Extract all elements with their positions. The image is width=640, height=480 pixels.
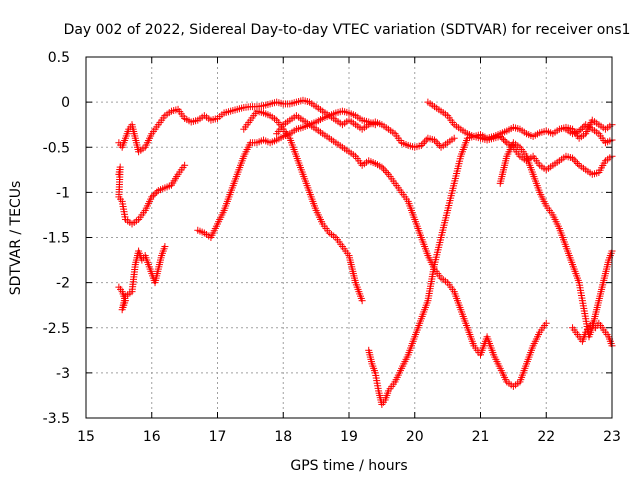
data-point — [573, 159, 581, 167]
data-point — [380, 165, 388, 173]
data-point — [419, 140, 427, 148]
y-tick-label: 0 — [61, 95, 70, 111]
x-tick-label: 15 — [77, 429, 95, 445]
y-tick-label: 0.5 — [48, 50, 70, 66]
x-tick-label: 17 — [209, 429, 227, 445]
y-tick-label: -3 — [56, 366, 70, 382]
y-tick-label: -1 — [56, 185, 70, 201]
x-axis-ticks: 15 16 17 18 19 20 21 22 23 — [77, 57, 621, 445]
series-sat-d — [194, 107, 379, 241]
chart-title: Day 002 of 2022, Sidereal Day-to-day VTE… — [64, 22, 631, 38]
data-point — [381, 167, 389, 175]
y-tick-label: -0.5 — [43, 140, 70, 156]
data-point — [148, 193, 156, 201]
data-point — [498, 134, 506, 142]
series-sat-i — [496, 139, 616, 341]
data-point — [578, 124, 586, 132]
data-point — [153, 188, 161, 196]
y-tick-label: -2.5 — [43, 321, 70, 337]
data-point — [570, 156, 578, 164]
data-point — [417, 141, 425, 149]
data-point — [575, 127, 583, 135]
data-point — [496, 132, 504, 140]
series-sat-c — [115, 243, 169, 314]
x-tick-label: 20 — [406, 429, 424, 445]
data-point — [383, 169, 391, 177]
x-tick-label: 19 — [340, 429, 358, 445]
series-sat-k — [562, 121, 616, 147]
data-point — [501, 137, 509, 145]
data-point — [422, 136, 430, 144]
series-sat-b — [115, 161, 189, 228]
x-axis-label: GPS time / hours — [290, 458, 407, 474]
data-point — [421, 138, 429, 146]
data-point — [371, 121, 379, 129]
data-point — [434, 140, 442, 148]
y-axis-ticks: 0.5 0 -0.5 -1 -1.5 -2 -2.5 -3 -3.5 — [43, 50, 612, 427]
y-tick-label: -3.5 — [43, 411, 70, 427]
x-tick-label: 21 — [472, 429, 490, 445]
x-tick-label: 23 — [603, 429, 621, 445]
data-point — [432, 138, 440, 146]
y-tick-label: -1.5 — [43, 231, 70, 247]
x-tick-label: 18 — [274, 429, 292, 445]
series-sat-f — [273, 112, 550, 390]
data-point — [430, 136, 438, 144]
data-point — [542, 319, 550, 327]
data-point — [161, 243, 169, 251]
y-axis-label: SDTVAR / TECUs — [8, 181, 24, 296]
data-point — [358, 297, 366, 305]
data-point — [149, 191, 157, 199]
data-point — [569, 154, 577, 162]
series-sat-g — [365, 116, 616, 408]
series-sat-e — [240, 107, 366, 305]
y-tick-label: -2 — [56, 276, 70, 292]
data-point — [572, 158, 580, 166]
data-point — [577, 125, 585, 133]
data-point — [181, 161, 189, 169]
data-point — [378, 163, 386, 171]
x-tick-label: 16 — [143, 429, 161, 445]
data-point — [500, 136, 508, 144]
data-point — [450, 134, 458, 142]
x-tick-label: 22 — [537, 429, 555, 445]
data-points — [115, 96, 616, 408]
data-point — [151, 190, 159, 198]
